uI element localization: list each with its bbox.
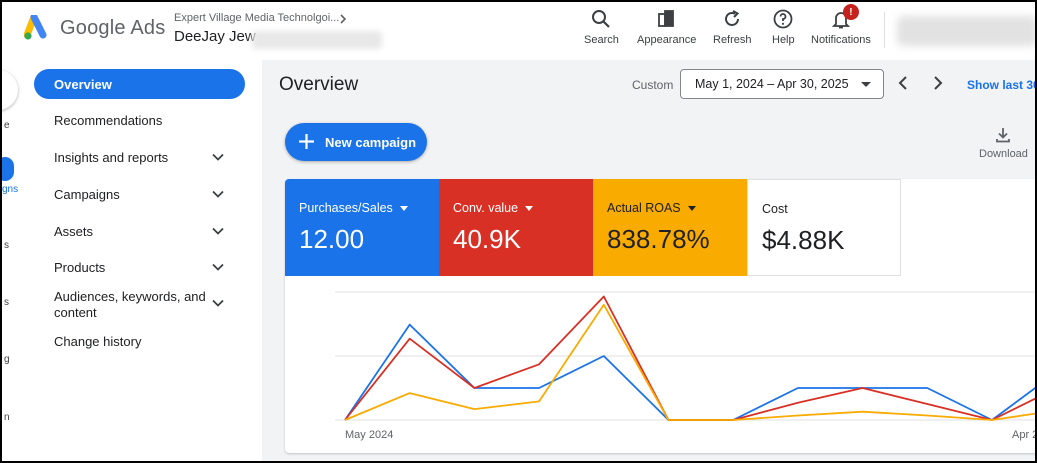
metric-value: 12.00: [299, 224, 365, 254]
new-campaign-button[interactable]: New campaign: [285, 123, 427, 161]
chevron-down-icon: [212, 190, 224, 198]
notifications-tool-label: Notifications: [811, 34, 871, 46]
plus-icon: [299, 134, 314, 149]
page-title: Overview: [279, 74, 359, 95]
metric-value: 40.9K: [453, 224, 521, 254]
metric-tile-cost[interactable]: Cost $4.88K: [747, 179, 901, 276]
chevron-down-icon: [212, 227, 224, 235]
chart-series-line-2[interactable]: [344, 303, 1037, 421]
appearance-icon: [657, 10, 674, 27]
chevron-right-icon[interactable]: [930, 74, 946, 92]
refresh-icon: [725, 10, 740, 26]
performance-chart: May 2024 Apr 2: [335, 291, 1037, 441]
left-rail: e gns s s g n: [2, 60, 24, 461]
rail-campaigns-active[interactable]: [2, 157, 14, 181]
appearance-tool-label: Appearance: [637, 34, 697, 46]
chevron-down-icon: [212, 299, 224, 307]
notification-badge: !: [842, 4, 859, 20]
help-tool-label: Help: [772, 34, 795, 46]
metric-label: Actual ROAS: [607, 201, 747, 215]
rail-label[interactable]: e: [4, 120, 10, 131]
nav-item-campaigns[interactable]: Campaigns: [34, 179, 245, 209]
notifications-tool-button[interactable]: ! Notifications: [811, 4, 871, 46]
metric-value: $4.88K: [762, 225, 845, 255]
show-last-link[interactable]: Show last 30: [967, 78, 1037, 92]
rail-label[interactable]: s: [4, 297, 9, 308]
refresh-tool-label: Refresh: [713, 34, 752, 46]
nav-item-insights[interactable]: Insights and reports: [34, 142, 245, 172]
caret-down-icon: [525, 205, 534, 211]
rail-create-button[interactable]: [2, 70, 18, 110]
metric-tile-roas[interactable]: Actual ROAS 838.78%: [593, 179, 747, 276]
date-range-type: Custom: [632, 78, 674, 92]
download-icon: [996, 128, 1011, 143]
x-tick-label: Apr 2: [1012, 429, 1037, 441]
search-tool-label: Search: [584, 34, 619, 46]
nav-item-label: Assets: [54, 223, 94, 239]
account-name: DeeJay Jew: [174, 28, 256, 45]
nav-item-overview[interactable]: Overview: [34, 69, 245, 99]
metric-tile-conv-value[interactable]: Conv. value 40.9K: [439, 179, 593, 276]
rail-label[interactable]: g: [4, 354, 10, 365]
nav-item-label: Audiences, keywords, and content: [54, 289, 206, 320]
nav-item-recommendations[interactable]: Recommendations: [34, 105, 245, 135]
metric-label: Purchases/Sales: [299, 201, 439, 215]
nav-item-label: Products: [54, 259, 106, 275]
metric-tile-purchases[interactable]: Purchases/Sales 12.00: [285, 179, 439, 276]
search-icon: [592, 10, 611, 28]
rail-label[interactable]: gns: [2, 184, 19, 195]
rail-label[interactable]: n: [4, 412, 10, 423]
sidebar-nav: Overview Recommendations Insights and re…: [24, 60, 262, 461]
metric-label: Cost: [762, 202, 788, 216]
nav-item-label: Campaigns: [54, 186, 120, 202]
nav-item-products[interactable]: Products: [34, 252, 245, 282]
top-bar: Google Ads Expert Village Media Technolg…: [2, 2, 1035, 60]
caret-down-icon: [687, 205, 696, 211]
metric-label: Conv. value: [453, 201, 593, 215]
chevron-down-icon: [212, 263, 224, 271]
metric-value: 838.78%: [607, 224, 710, 254]
google-ads-logo-icon[interactable]: [24, 15, 52, 41]
download-label: Download: [979, 148, 1028, 160]
chart-series-line-1[interactable]: [344, 295, 1037, 421]
nav-item-audiences[interactable]: Audiences, keywords, and content: [34, 286, 245, 324]
header-divider: [884, 12, 885, 48]
new-campaign-label: New campaign: [325, 134, 417, 150]
redacted-user: [897, 16, 1035, 46]
main-content: Overview Custom May 1, 2024 – Apr 30, 20…: [262, 60, 1037, 461]
appearance-tool-button[interactable]: Appearance: [637, 8, 696, 46]
help-tool-button[interactable]: Help: [772, 8, 795, 46]
date-range-picker[interactable]: May 1, 2024 – Apr 30, 2025: [680, 69, 884, 99]
refresh-tool-button[interactable]: Refresh: [713, 8, 752, 46]
nav-item-label: Insights and reports: [54, 149, 169, 165]
nav-item-label: Recommendations: [54, 112, 163, 128]
chevron-left-icon[interactable]: [895, 74, 911, 92]
chevron-down-icon: [212, 153, 224, 161]
x-tick-label: May 2024: [345, 429, 393, 441]
performance-card: Purchases/Sales 12.00 Conv. value 40.9K …: [285, 179, 1037, 453]
nav-item-assets[interactable]: Assets: [34, 216, 245, 246]
nav-item-label: Change history: [54, 333, 142, 349]
caret-down-icon: [399, 205, 408, 211]
rail-label[interactable]: s: [4, 240, 9, 251]
help-icon: [773, 9, 793, 29]
account-selector[interactable]: Expert Village Media Technolgoi... DeeJa…: [174, 12, 347, 45]
chevron-right-icon: [340, 14, 347, 24]
redacted-name: [252, 31, 382, 49]
search-tool-button[interactable]: Search: [584, 8, 619, 46]
account-parent: Expert Village Media Technolgoi...: [174, 12, 340, 24]
date-range-value: May 1, 2024 – Apr 30, 2025: [695, 77, 849, 91]
dropdown-arrow-icon: [861, 82, 871, 87]
nav-item-change-history[interactable]: Change history: [34, 326, 245, 356]
download-button[interactable]: Download: [979, 126, 1028, 160]
brand-name[interactable]: Google Ads: [60, 17, 166, 39]
nav-item-label: Overview: [54, 76, 112, 92]
